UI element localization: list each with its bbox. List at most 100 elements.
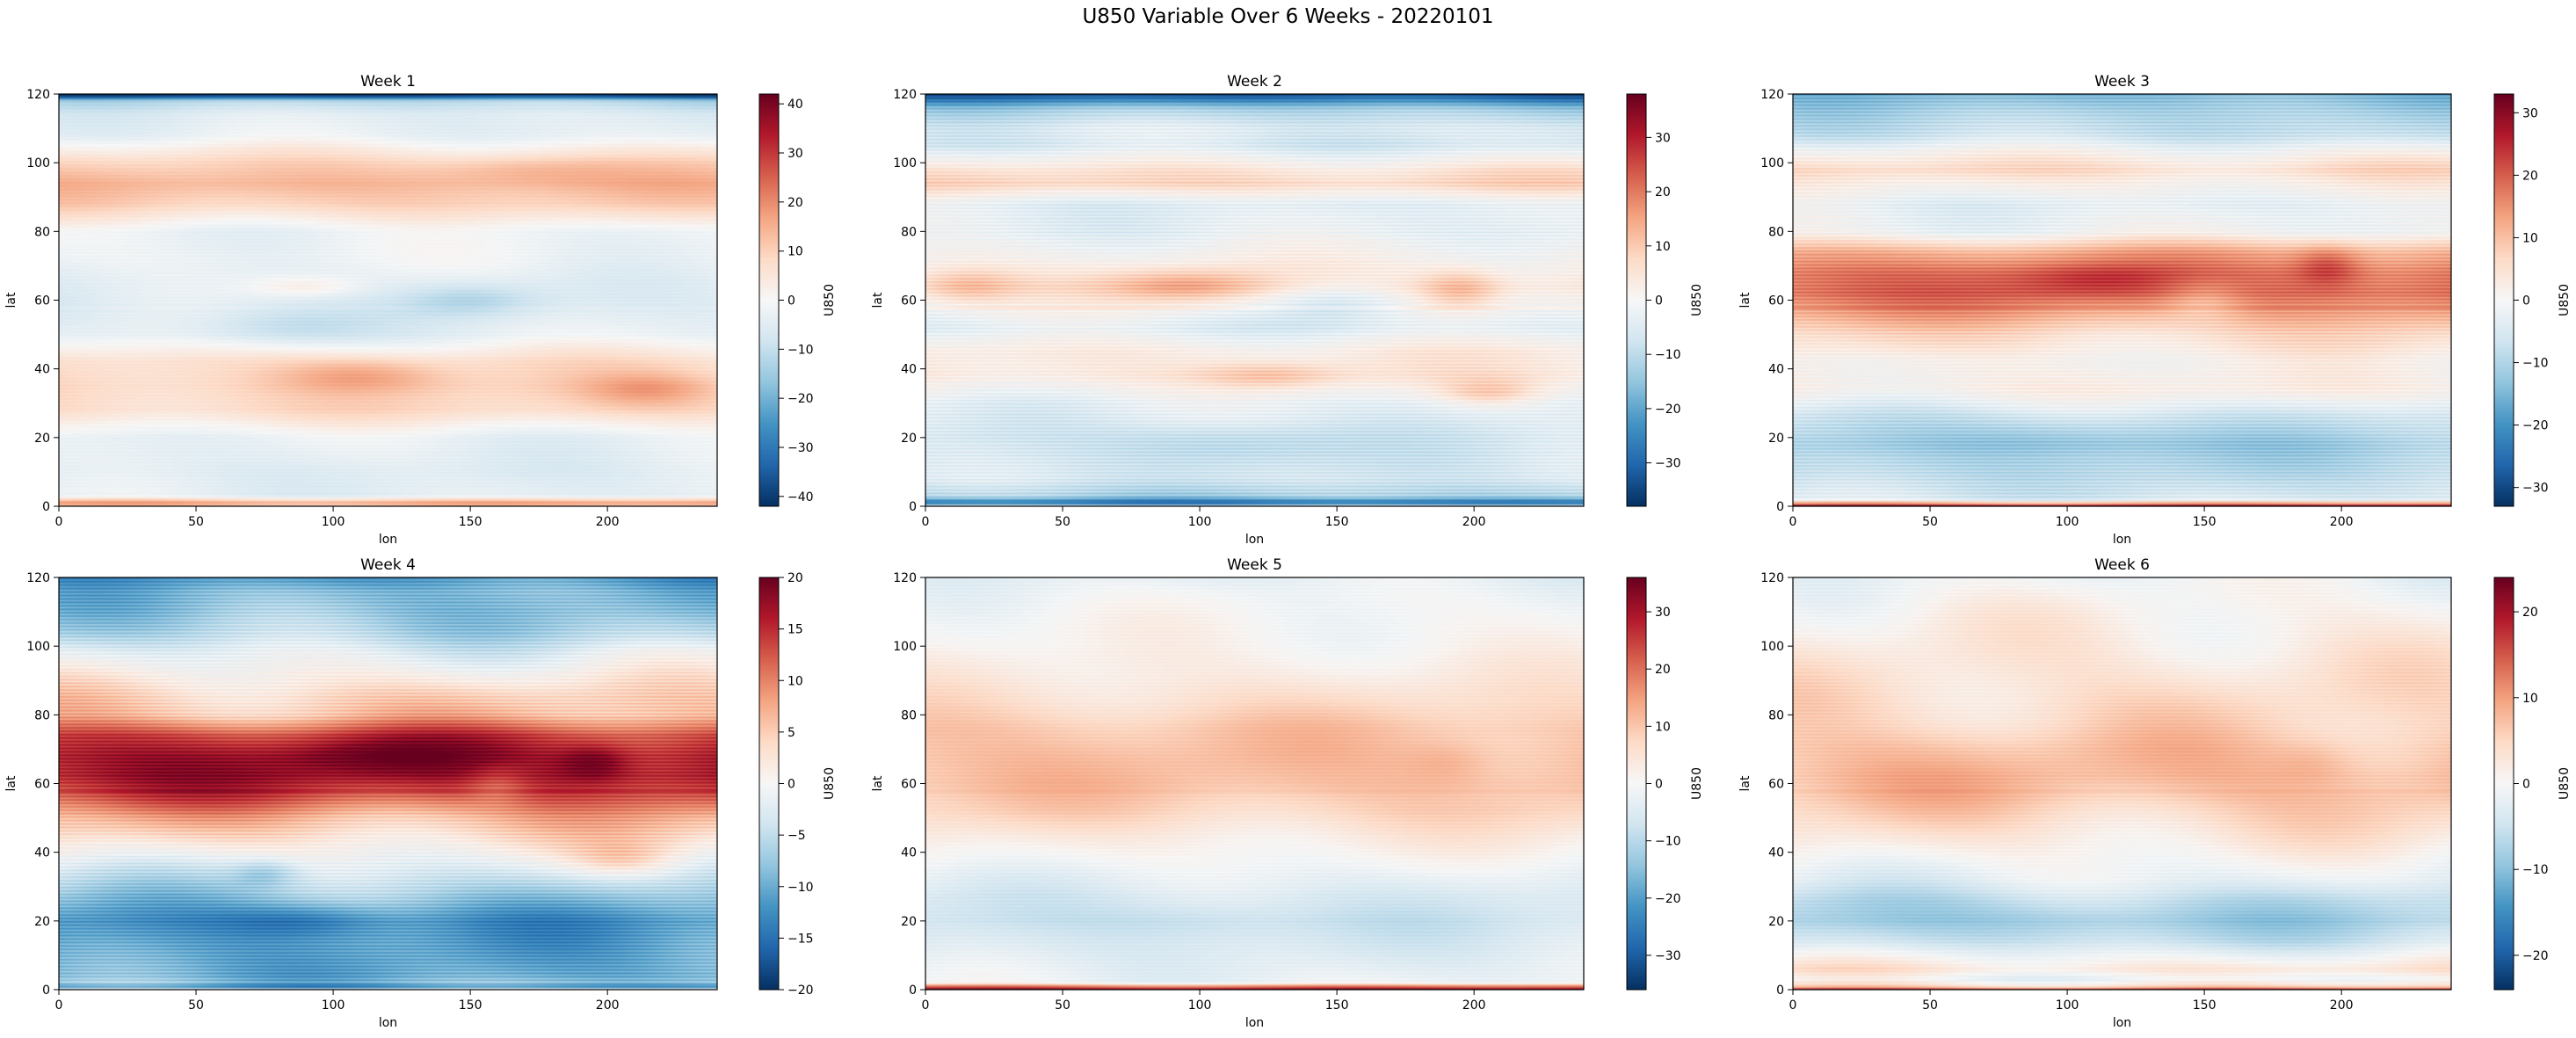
- y-tick-label: 20: [901, 432, 917, 446]
- colorbar-tick-label: −20: [787, 984, 814, 998]
- colorbar-tick-label: 20: [1655, 185, 1671, 200]
- x-tick-label: 0: [55, 515, 63, 529]
- y-axis-label: lat: [1738, 292, 1752, 308]
- colorbar-tick-label: 10: [1655, 720, 1671, 734]
- y-tick-label: 80: [34, 225, 50, 239]
- colorbar-label: U850: [823, 767, 837, 800]
- colorbar-tick-label: 0: [787, 778, 795, 792]
- x-tick-label: 100: [2056, 515, 2079, 529]
- y-tick-label: 40: [901, 363, 917, 377]
- y-tick-label: 60: [1768, 778, 1784, 792]
- y-tick-label: 0: [42, 984, 50, 998]
- subplot-week-2: Week 20 50 100 150 200lon020406080100120lat−…: [871, 73, 1704, 547]
- colorbar-tick-label: 20: [2522, 169, 2538, 183]
- colorbar-tick-label: 0: [1655, 778, 1663, 792]
- y-tick-label: 120: [1760, 88, 1784, 102]
- x-tick-label: 0: [1789, 998, 1797, 1013]
- x-axis-label: lon: [379, 1016, 397, 1030]
- subplot-title: Week 5: [1227, 556, 1282, 574]
- heatmap-image: [1793, 577, 2451, 990]
- colorbar: [1627, 94, 1646, 506]
- colorbar-tick-label: −20: [2522, 949, 2549, 963]
- y-tick-label: 100: [893, 156, 917, 171]
- x-tick-label: 150: [1325, 998, 1349, 1013]
- colorbar-tick-label: −20: [1655, 892, 1681, 906]
- colorbar-tick-label: −10: [787, 343, 814, 357]
- y-axis-label: lat: [871, 775, 885, 791]
- y-tick-label: 100: [26, 640, 50, 654]
- colorbar-tick-label: 10: [2522, 692, 2538, 706]
- figure-suptitle: U850 Variable Over 6 Weeks - 20220101: [1082, 5, 1494, 28]
- y-tick-label: 120: [26, 88, 50, 102]
- y-tick-label: 40: [34, 846, 50, 860]
- colorbar-tick-label: 30: [787, 147, 803, 161]
- y-tick-label: 20: [34, 432, 50, 446]
- y-tick-label: 20: [1768, 915, 1784, 929]
- x-tick-label: 100: [2056, 998, 2079, 1013]
- x-axis-label: lon: [2113, 1016, 2131, 1030]
- colorbar-tick-label: −20: [787, 392, 814, 406]
- y-tick-label: 80: [1768, 225, 1784, 239]
- subplot-title: Week 6: [2094, 556, 2150, 574]
- colorbar-tick-label: 0: [1655, 294, 1663, 308]
- colorbar-tick-label: −10: [1655, 835, 1681, 849]
- y-tick-label: 100: [26, 156, 50, 171]
- x-tick-label: 150: [459, 998, 483, 1013]
- x-tick-label: 50: [188, 998, 204, 1013]
- x-tick-label: 100: [1188, 515, 1212, 529]
- subplot-week-3: Week 30 50 100 150 200lon020406080100120lat−…: [1738, 73, 2572, 547]
- y-tick-label: 80: [34, 708, 50, 722]
- y-axis-label: lat: [1738, 775, 1752, 791]
- x-axis-label: lon: [1245, 1016, 1264, 1030]
- y-tick-label: 20: [901, 915, 917, 929]
- y-axis-label: lat: [871, 292, 885, 308]
- colorbar-tick-label: −10: [787, 881, 814, 895]
- y-tick-label: 60: [901, 294, 917, 308]
- x-tick-label: 50: [1922, 998, 1938, 1013]
- subplot-title: Week 3: [2094, 73, 2150, 91]
- x-tick-label: 150: [459, 515, 483, 529]
- colorbar-tick-label: −20: [2522, 419, 2549, 433]
- x-tick-label: 200: [1462, 515, 1486, 529]
- colorbar-tick-label: −15: [787, 932, 814, 946]
- colorbar-tick-label: 30: [1655, 131, 1671, 145]
- y-tick-label: 40: [1768, 846, 1784, 860]
- colorbar-tick-label: 20: [1655, 663, 1671, 677]
- colorbar-tick-label: 5: [787, 726, 795, 740]
- colorbar: [1627, 577, 1646, 990]
- subplot-title: Week 4: [360, 556, 416, 574]
- colorbar: [2494, 577, 2514, 990]
- heatmap-image: [925, 94, 1584, 506]
- colorbar-tick-label: 10: [787, 245, 803, 259]
- colorbar-label: U850: [1690, 284, 1704, 316]
- colorbar-tick-label: −20: [1655, 403, 1681, 417]
- y-axis-label: lat: [4, 775, 18, 791]
- x-tick-label: 100: [322, 998, 345, 1013]
- x-tick-label: 50: [1922, 515, 1938, 529]
- colorbar-tick-label: 15: [787, 623, 803, 637]
- y-tick-label: 0: [909, 984, 917, 998]
- x-tick-label: 200: [2330, 998, 2354, 1013]
- x-tick-label: 50: [1055, 998, 1070, 1013]
- y-tick-label: 100: [893, 640, 917, 654]
- y-tick-label: 60: [1768, 294, 1784, 308]
- colorbar: [2494, 94, 2514, 506]
- x-tick-label: 200: [1462, 998, 1486, 1013]
- heatmap-image: [1793, 94, 2451, 506]
- colorbar-tick-label: 30: [1655, 606, 1671, 620]
- heatmap-image: [59, 94, 717, 506]
- y-tick-label: 120: [1760, 571, 1784, 585]
- x-axis-label: lon: [379, 533, 397, 547]
- subplot-week-4: Week 40 50 100 150 200lon020406080100120lat−…: [4, 556, 837, 1030]
- x-tick-label: 150: [2193, 515, 2217, 529]
- x-tick-label: 200: [596, 515, 620, 529]
- x-axis-label: lon: [2113, 533, 2131, 547]
- y-tick-label: 120: [893, 571, 917, 585]
- heatmap-image: [59, 577, 717, 990]
- y-tick-label: 0: [42, 500, 50, 514]
- colorbar-tick-label: 20: [787, 571, 803, 585]
- x-axis-label: lon: [1245, 533, 1264, 547]
- x-tick-label: 0: [922, 998, 930, 1013]
- y-tick-label: 120: [893, 88, 917, 102]
